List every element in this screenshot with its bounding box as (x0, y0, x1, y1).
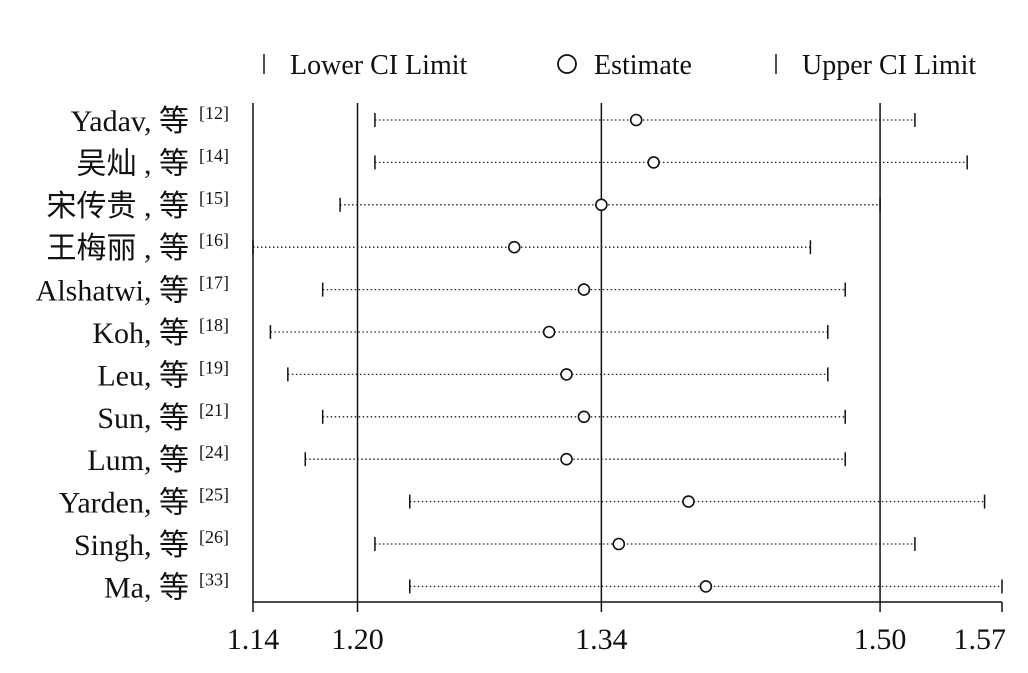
estimate-point (612, 537, 626, 551)
legend-estimate-label: Estimate (594, 50, 692, 81)
study-reference: [17] (199, 273, 229, 293)
study-label: Yarden, 等 (59, 487, 189, 520)
estimate-point (595, 198, 608, 212)
study-row: Koh, 等 [18] (92, 315, 829, 350)
study-row: Yarden, 等 [25] (59, 485, 986, 520)
study-reference: [33] (199, 569, 229, 589)
study-label: Alshatwi, 等 (36, 275, 189, 308)
estimate-point (507, 240, 521, 254)
estimate-point (560, 368, 573, 381)
study-reference: [25] (199, 485, 229, 505)
study-row: Ma, 等 [33] (104, 569, 1003, 604)
x-tick-label: 1.34 (575, 623, 628, 656)
estimate-point (647, 156, 660, 169)
study-label: 吴灿 , 等 (77, 147, 190, 180)
study-label: Ma, 等 (104, 571, 189, 604)
estimate-point (560, 452, 573, 466)
study-reference: [24] (199, 442, 229, 462)
estimate-point (577, 410, 591, 424)
study-label: 宋传贵 , 等 (47, 190, 190, 223)
study-label: Koh, 等 (92, 317, 189, 350)
study-row: Singh, 等 [26] (74, 527, 916, 562)
study-reference: [26] (199, 527, 229, 547)
study-label: 王梅丽 , 等 (47, 232, 190, 265)
study-row: Leu, 等 [19] (97, 357, 829, 392)
study-label: Singh, 等 (74, 529, 189, 562)
estimate-point (542, 325, 556, 339)
x-tick-label: 1.14 (227, 623, 280, 656)
estimate-point (682, 495, 695, 508)
legend-lower-label: Lower CI Limit (290, 50, 468, 81)
study-label: Sun, 等 (97, 402, 189, 435)
study-reference: [15] (199, 188, 229, 208)
study-rows: Yadav, 等 [12] 吴灿 , 等 [14] 宋传贵 , 等 [15] 王梅丽 , 等… (36, 103, 1003, 604)
x-tick-label: 1.20 (331, 623, 384, 656)
legend-upper-label: Upper CI Limit (802, 50, 976, 81)
study-reference: [21] (199, 400, 229, 420)
estimate-point (629, 113, 643, 127)
study-reference: [14] (199, 145, 229, 165)
study-reference: [19] (199, 357, 229, 377)
study-label: Yadav, 等 (71, 105, 189, 138)
x-axis-ticks: 1.14 1.20 1.34 1.50 1.57 (227, 602, 1006, 656)
study-label: Leu, 等 (97, 359, 189, 392)
x-tick-label: 1.50 (854, 623, 907, 656)
study-row: 宋传贵 , 等 [15] (47, 188, 881, 223)
study-reference: [12] (199, 103, 229, 123)
legend: Lower CI Limit Estimate Upper CI Limit (263, 50, 976, 81)
reference-lines (356, 103, 881, 602)
study-label: Lum, 等 (87, 444, 189, 477)
estimate-point (577, 283, 591, 296)
study-row: Lum, 等 [24] (87, 442, 846, 477)
study-reference: [16] (199, 230, 229, 250)
study-row: Yadav, 等 [12] (71, 103, 916, 138)
study-row: 王梅丽 , 等 [16] (47, 230, 812, 265)
study-row: 吴灿 , 等 [14] (77, 145, 968, 180)
study-row: Alshatwi, 等 [17] (36, 273, 846, 308)
x-tick-label: 1.57 (954, 623, 1007, 656)
study-reference: [18] (199, 315, 229, 335)
estimate-point (699, 580, 713, 593)
legend-estimate-marker (557, 54, 577, 74)
study-row: Sun, 等 [21] (97, 400, 846, 435)
